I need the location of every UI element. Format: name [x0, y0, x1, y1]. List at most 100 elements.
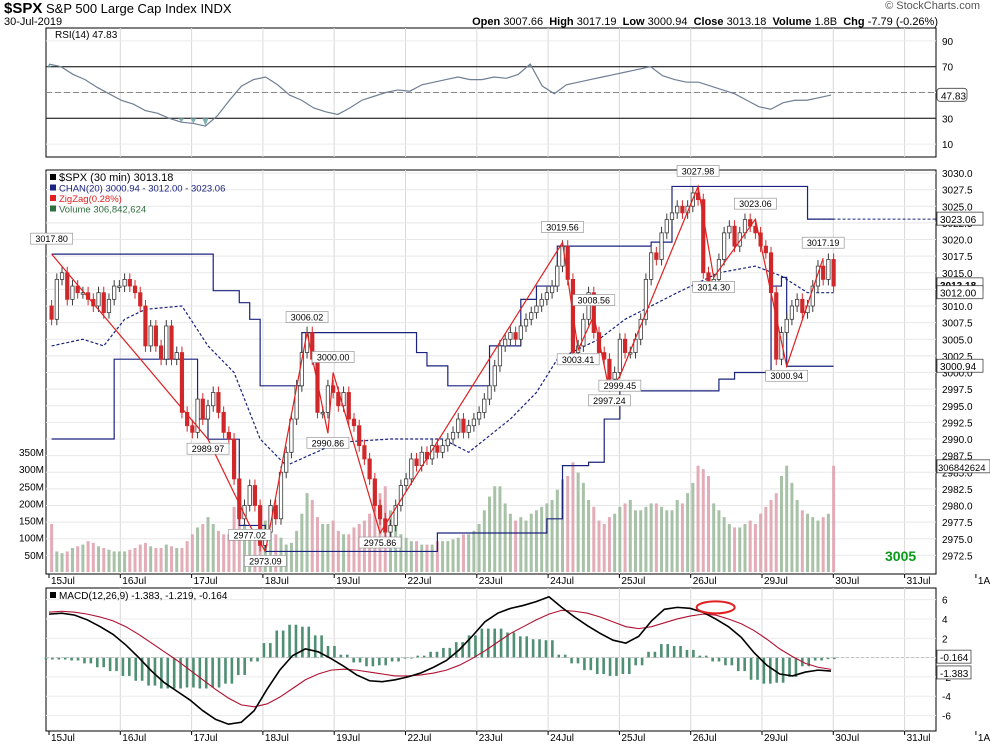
zigzag-label: 2990.86: [312, 438, 345, 448]
macd-histogram-bar: [653, 651, 657, 658]
macd-tick-label: 6: [942, 596, 948, 607]
candle-body: [784, 318, 789, 333]
candle-body: [377, 505, 383, 520]
volume-bar: [50, 524, 54, 572]
candle-body: [831, 259, 836, 287]
volume-bar: [190, 534, 194, 572]
candle-body: [539, 298, 544, 307]
price-axis-badge-label: 3000.94: [940, 362, 977, 373]
zigzag-label: 2999.45: [604, 381, 637, 391]
macd-histogram-bar: [711, 657, 714, 662]
volume-bar: [581, 482, 585, 572]
macd-histogram-bar: [204, 657, 208, 689]
macd-histogram-bar: [512, 632, 516, 658]
rsi-current-badge: [936, 87, 968, 102]
price-legend-swatch: [50, 195, 56, 201]
candle-body: [122, 278, 127, 287]
macd-x-tick-label: 29Jul: [764, 733, 788, 744]
low-label: Low: [622, 16, 645, 28]
macd-histogram-bar: [576, 657, 580, 664]
candle-body: [237, 478, 242, 520]
candle-body: [544, 292, 549, 300]
price-tick-label: 2977.5: [942, 518, 973, 529]
candle-body: [362, 445, 367, 460]
volume-bar: [519, 517, 523, 572]
rsi-tick-label: 70: [942, 63, 954, 74]
zigzag-label-box: [358, 536, 402, 549]
price-tick-label: 3015.0: [942, 269, 973, 280]
candle-body: [404, 478, 409, 486]
zigzag-label-box: [598, 379, 642, 392]
macd-histogram-bar: [153, 657, 157, 686]
volume-bar: [508, 513, 512, 572]
macd-histogram-bar: [275, 630, 279, 658]
price-x-tick-label: 25Jul: [621, 576, 645, 587]
candle-body: [179, 352, 185, 413]
macd-histogram-bar: [724, 657, 727, 666]
macd-histogram-bar: [717, 657, 721, 662]
volume-bar: [248, 530, 252, 572]
macd-histogram-bar: [224, 657, 227, 684]
candle-body: [487, 385, 492, 400]
price-tick-label: 2975.0: [942, 535, 973, 546]
macd-axis-badge-label: -0.164: [940, 653, 969, 664]
macd-histogram-bar: [345, 654, 349, 658]
macd-histogram-bar: [525, 636, 529, 658]
zigzag-label: 3023.06: [739, 199, 772, 209]
candle-body: [205, 405, 211, 420]
volume-bar: [587, 500, 591, 572]
macd-histogram-bar: [256, 657, 259, 662]
volume-bar: [800, 510, 804, 572]
rsi-tick-label: 90: [942, 37, 954, 48]
volume-bar: [498, 486, 502, 572]
macd-histogram-bar: [679, 646, 682, 658]
candle-body: [643, 278, 649, 320]
zigzag-label: 2975.86: [364, 538, 397, 548]
price-legend-entry: $SPX (30 min) 3013.18: [59, 172, 173, 184]
volume-bar: [503, 503, 507, 572]
low-value: 3000.94: [647, 16, 688, 28]
macd-x-tick-label: 22Jul: [408, 733, 432, 744]
rsi-tick-label: 30: [942, 114, 954, 125]
rsi-current-label: 47.83: [941, 91, 966, 102]
zigzag-label: 2973.09: [249, 556, 282, 566]
volume-tick-label: 250M: [19, 482, 44, 493]
price-x-tick-label: 1Aug: [978, 576, 990, 587]
volume-bar: [425, 544, 429, 572]
zigzag-label-box: [244, 555, 287, 567]
zigzag-label-box: [30, 232, 73, 245]
volume-bar: [206, 517, 210, 572]
candle-body: [190, 425, 195, 433]
macd-x-tick-label: 31Jul: [907, 733, 931, 744]
price-tick-label: 3000.0: [942, 369, 973, 380]
volume-bar: [456, 537, 460, 572]
candle-body: [101, 292, 106, 314]
candle-body: [549, 285, 555, 294]
candle-body: [70, 285, 75, 300]
price-legend-swatch: [50, 184, 56, 191]
volume-bar: [790, 482, 794, 572]
macd-x-tick-label: 30Jul: [835, 733, 859, 744]
candle-body: [221, 411, 226, 433]
macd-histogram-bar: [128, 657, 131, 676]
volume-bar: [680, 503, 684, 572]
macd-x-tick-label: 19Jul: [336, 733, 360, 744]
volume-bar: [806, 513, 810, 572]
price-tick-label: 3025.0: [942, 202, 973, 213]
macd-histogram-bar: [249, 657, 253, 662]
macd-histogram-bar: [95, 657, 99, 668]
candle-body: [461, 418, 466, 433]
macd-histogram-bar: [185, 657, 189, 688]
macd-histogram-bar: [833, 657, 836, 660]
volume-bar: [524, 520, 528, 572]
macd-tick-label: -6: [942, 712, 951, 723]
volume-bar: [149, 546, 153, 572]
zigzag-label: 2989.97: [192, 444, 225, 454]
candle-body: [231, 438, 237, 480]
macd-histogram-bar: [365, 657, 368, 667]
zigzag-label-box: [186, 442, 230, 455]
macd-histogram-bar: [410, 657, 413, 659]
volume-bar: [305, 493, 309, 572]
candle-body: [523, 318, 529, 327]
volume-bar: [399, 534, 403, 572]
